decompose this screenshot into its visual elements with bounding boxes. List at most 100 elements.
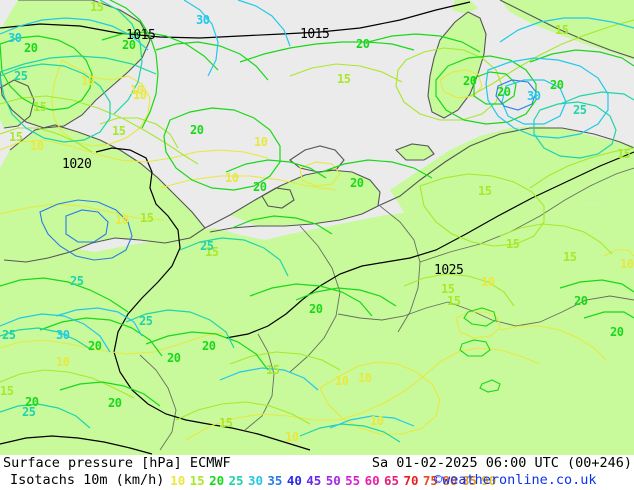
- isotach-label: 20: [309, 302, 323, 316]
- isotach-label: 30: [8, 31, 22, 45]
- isotach-label: 10: [285, 430, 299, 444]
- isotach-cells: [459, 307, 501, 393]
- scale-step-85: 85: [461, 473, 477, 488]
- scale-step-80: 80: [442, 473, 458, 488]
- isotach-label: 25: [2, 328, 16, 342]
- isotach-label: 20: [24, 41, 38, 55]
- isotach-label: 15: [447, 294, 461, 308]
- isotach-label: 15: [0, 384, 14, 398]
- land-frisian-islands: [396, 144, 434, 160]
- isobar-label-1020: 1020: [62, 157, 92, 172]
- scale-step-90: 90: [481, 473, 497, 488]
- isotach-label: 20: [167, 351, 181, 365]
- isotach-label: 20: [202, 339, 216, 353]
- footer-bar: Surface pressure [hPa] ECMWF Sa 01-02-20…: [0, 455, 634, 490]
- isotach-label: 25: [573, 103, 587, 117]
- isotach-label: 20: [190, 123, 204, 137]
- valid-datetime: Sa 01-02-2025 06:00 UTC (00+246): [371, 455, 632, 471]
- isotach-label: 15: [563, 250, 577, 264]
- land-island-a: [452, 0, 478, 14]
- isotach-label: 15: [441, 282, 455, 296]
- land-denmark: [428, 12, 486, 118]
- isotach-label: 20: [574, 294, 588, 308]
- isotach-label: 25: [22, 405, 36, 419]
- footer-row-bottom: Isotachs 10m (km/h) 10 15 20 25 30 35 40 45 50 55…: [0, 472, 634, 489]
- isotach-label: 15: [140, 211, 154, 225]
- map-canvas[interactable]: 1015 1015 1020 1025 15 30 30 20 25 20 20 15 15 10 10 1…: [0, 0, 634, 455]
- isotach-label: 10: [56, 355, 70, 369]
- isotach-label: 15: [478, 184, 492, 198]
- scale-step-75: 75: [422, 473, 438, 488]
- land-britain: [0, 125, 205, 262]
- isotach-label: 15: [205, 245, 219, 259]
- scale-step-20: 20: [209, 473, 225, 488]
- scale-step-30: 30: [247, 473, 263, 488]
- map-graphics: [0, 0, 634, 455]
- product-title: Surface pressure [hPa] ECMWF: [3, 455, 231, 471]
- isotach-label: 25: [200, 239, 214, 253]
- isotach-label: 10: [225, 171, 239, 185]
- scale-step-40: 40: [286, 473, 302, 488]
- isobar-label-1015: 1015: [126, 28, 156, 43]
- isotach-label: 20: [253, 180, 267, 194]
- country-borders: [139, 167, 634, 451]
- isotach-label: 20: [122, 38, 136, 52]
- land-north-germany: [390, 126, 634, 214]
- isotach-20: [0, 0, 634, 407]
- isotach-label: 15: [9, 130, 23, 144]
- isotach-10: [0, 59, 634, 441]
- coastlines: [0, 0, 634, 263]
- isotach-label: 10: [81, 74, 95, 88]
- isotach-label: 20: [350, 176, 364, 190]
- isotach-label: 15: [506, 237, 520, 251]
- isotach-label: 25: [14, 69, 28, 83]
- credit-link[interactable]: ©weatheronline.co.uk: [434, 472, 597, 488]
- scale-step-10: 10: [170, 473, 186, 488]
- land-polygons: [0, 0, 634, 455]
- isobar-label-1015: 1015: [300, 27, 330, 42]
- land-ireland: [0, 80, 34, 128]
- isotach-label: 10: [30, 139, 44, 153]
- isotach-label: 10: [115, 213, 129, 227]
- scale-step-70: 70: [403, 473, 419, 488]
- scale-step-65: 65: [384, 473, 400, 488]
- scale-step-55: 55: [345, 473, 361, 488]
- scale-step-35: 35: [267, 473, 283, 488]
- isotach-label: 10: [358, 371, 372, 385]
- isotach-label: 10: [370, 414, 384, 428]
- land-scandinavia: [500, 0, 634, 60]
- isotach-label: 10: [620, 257, 634, 271]
- scale-step-45: 45: [306, 473, 322, 488]
- scale-step-50: 50: [325, 473, 341, 488]
- isotach-label: 20: [356, 37, 370, 51]
- isotach-color-scale[interactable]: 10 15 20 25 30 35 40 45 50 55 60 65 70 75 80 85 90: [168, 472, 498, 489]
- isotach-label: 15: [112, 124, 126, 138]
- footer-row-top: Surface pressure [hPa] ECMWF Sa 01-02-20…: [0, 455, 634, 472]
- isotach-35: [39, 79, 537, 261]
- scale-step-60: 60: [364, 473, 380, 488]
- isotach-label: 30: [56, 328, 70, 342]
- isobar-label-1025: 1025: [434, 263, 464, 278]
- isotach-label: 15: [337, 72, 351, 86]
- isotach-label: 20: [88, 339, 102, 353]
- isotach-label: 30: [196, 13, 210, 27]
- isotach-label: 15: [33, 100, 47, 114]
- isotach-label: 20: [497, 85, 511, 99]
- product-subtitle: Isotachs 10m (km/h): [10, 472, 165, 488]
- land-low-countries: [230, 170, 380, 226]
- isotach-label: 15: [266, 363, 280, 377]
- isotach-label: 20: [463, 74, 477, 88]
- land-central-europe: [0, 203, 634, 455]
- isotach-25: [0, 0, 634, 443]
- isotach-label: 15: [219, 416, 233, 430]
- isotach-30: [0, 0, 634, 429]
- isotach-label: 20: [550, 78, 564, 92]
- isotach-label: 10: [133, 88, 147, 102]
- isotach-label: 15: [617, 147, 631, 161]
- isotach-label: 10: [254, 135, 268, 149]
- scale-step-15: 15: [189, 473, 205, 488]
- isotach-label: 10: [335, 374, 349, 388]
- isotach-label: 10: [481, 275, 495, 289]
- isotach-label: 20: [610, 325, 624, 339]
